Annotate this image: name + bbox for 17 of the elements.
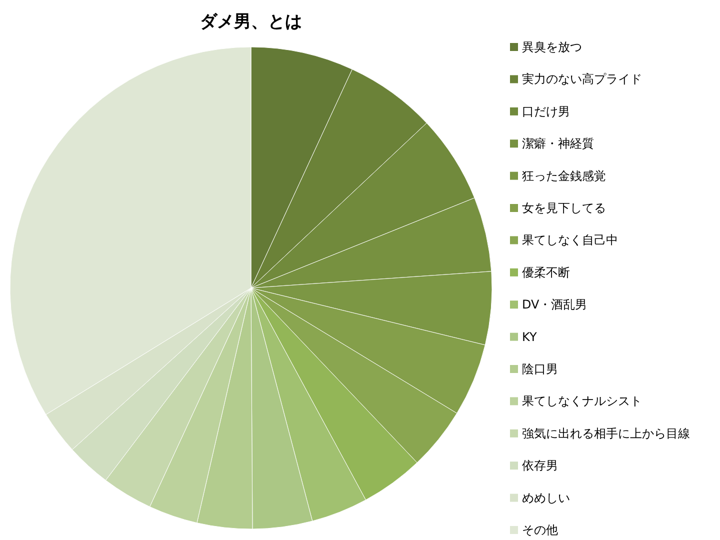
chart-title: ダメ男、とは xyxy=(200,12,302,32)
legend-label: 優柔不断 xyxy=(522,265,570,280)
legend-label: DV・酒乱男 xyxy=(522,298,588,312)
legend-label: 女を見下してる xyxy=(522,201,606,215)
legend-label: 果てしなくナルシスト xyxy=(522,394,642,408)
legend-label: 陰口男 xyxy=(522,362,558,376)
legend-label: 依存男 xyxy=(522,458,558,473)
legend-label: 口だけ男 xyxy=(522,104,570,118)
legend-label: 強気に出れる相手に上から目線 xyxy=(522,426,690,440)
legend-label: KY xyxy=(522,330,538,344)
legend-label: その他 xyxy=(522,523,558,537)
legend-label: めめしい xyxy=(522,490,570,505)
legend-label: 潔癖・神経質 xyxy=(522,136,594,151)
legend-label: 果てしなく自己中 xyxy=(522,233,618,248)
legend-label: 狂った金銭感覚 xyxy=(522,168,606,183)
legend-label: 異臭を放つ xyxy=(522,40,582,54)
legend-label: 実力のない高プライド xyxy=(522,72,642,86)
